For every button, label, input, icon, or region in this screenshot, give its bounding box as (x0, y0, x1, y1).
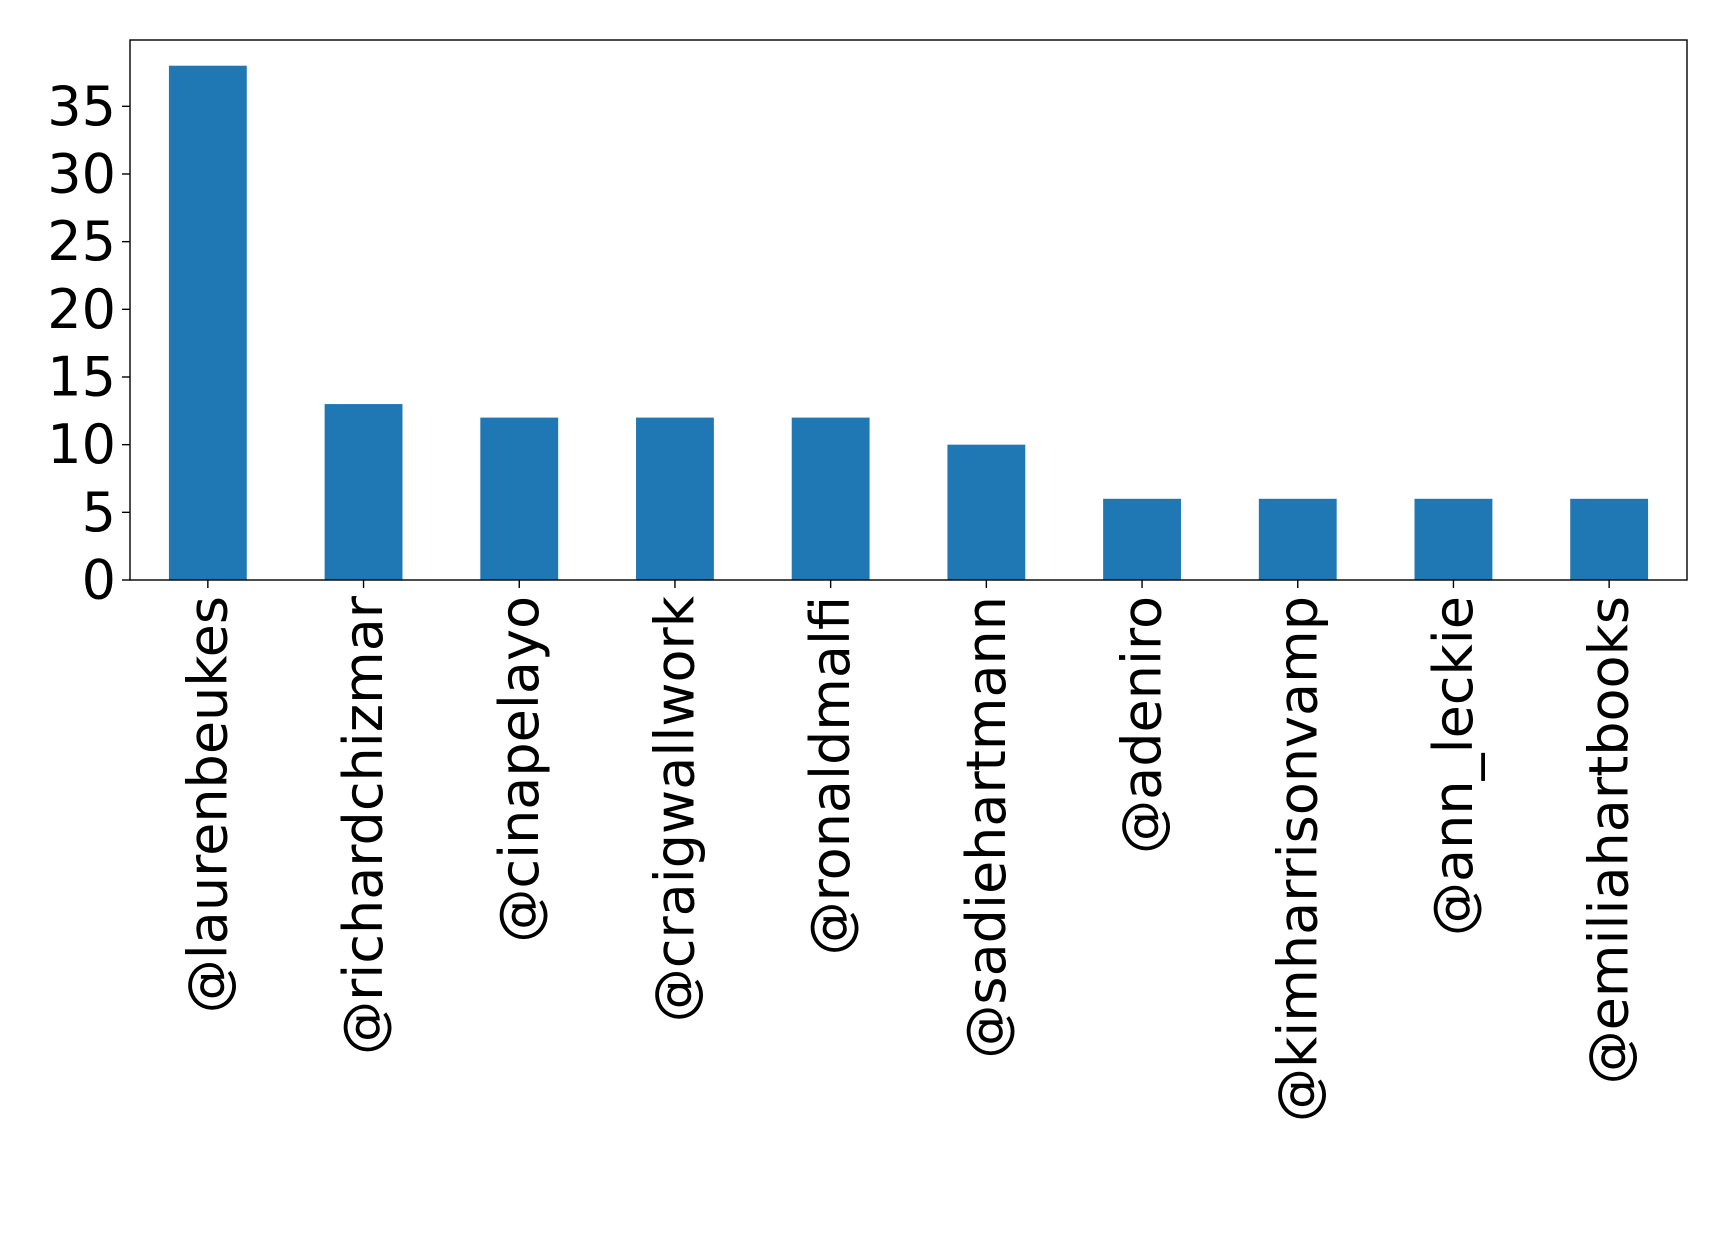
bar-emiliahartbooks (1570, 498, 1649, 580)
x-tick-label: @laurenbeukes (176, 596, 239, 1013)
plot-frame (129, 39, 1688, 581)
x-tick-label: @sadiehartmann (955, 596, 1018, 1059)
bar-ann_leckie (1414, 498, 1493, 580)
x-tick-label: @cinapelayo (488, 596, 551, 943)
bars-layer (168, 65, 1649, 580)
bar-richardchizmar (324, 404, 403, 580)
bar-cinapelayo (480, 417, 559, 580)
bar-laurenbeukes (168, 65, 247, 580)
bar-craigwallwork (636, 417, 714, 580)
y-tick-label: 25 (47, 210, 116, 273)
y-tick-label: 15 (47, 345, 116, 408)
y-tick-label: 30 (47, 142, 116, 205)
y-tick-label: 10 (47, 413, 116, 476)
x-axis: @laurenbeukes @richardchizmar @cinapelayo @… (176, 580, 1641, 1122)
x-tick-label: @adeniro (1111, 596, 1174, 854)
y-tick-label: 0 (82, 549, 116, 612)
x-tick-label: @craigwallwork (643, 595, 706, 1022)
x-tick-label: @ann_leckie (1422, 596, 1485, 936)
bar-ronaldmalfi (791, 417, 870, 580)
y-tick-label: 20 (47, 278, 116, 341)
x-tick-label: @kimharrisonvamp (1266, 596, 1329, 1122)
bar-kimharrisonvamp (1258, 498, 1337, 580)
y-tick-label: 5 (82, 481, 116, 544)
x-tick-label: @richardchizmar (332, 595, 395, 1055)
bar-sadiehartmann (947, 444, 1026, 580)
x-tick-label: @emiliahartbooks (1578, 596, 1641, 1084)
x-tick-label: @ronaldmalfi (799, 596, 862, 955)
y-tick-label: 35 (47, 75, 116, 138)
bar-adeniro (1103, 498, 1181, 580)
